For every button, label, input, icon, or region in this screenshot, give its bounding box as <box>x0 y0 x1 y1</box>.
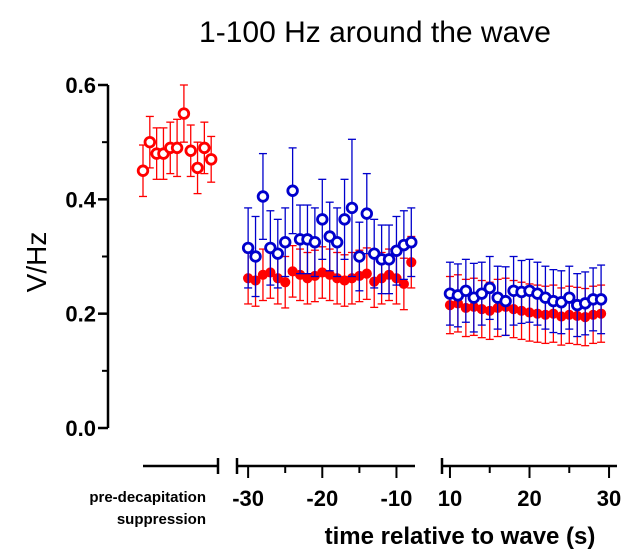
data-point <box>360 207 373 220</box>
chart-title: 1-100 Hz around the wave <box>199 16 551 49</box>
data-point <box>280 277 291 288</box>
data-point <box>361 268 372 279</box>
x-tick-label: -20 <box>306 486 338 511</box>
data-point <box>499 294 512 308</box>
series-blue-open-circle <box>241 138 418 298</box>
data-point <box>316 213 329 226</box>
data-point <box>345 201 359 215</box>
x-tick-label: 20 <box>517 486 541 511</box>
data-point <box>330 236 344 249</box>
data-point <box>382 253 396 266</box>
segment-label: pre-decapitation <box>89 489 206 506</box>
y-tick-label: 0.0 <box>65 416 96 441</box>
data-point <box>594 293 608 306</box>
data-marks <box>136 84 608 347</box>
data-point <box>279 236 292 249</box>
data-point <box>398 278 409 290</box>
data-point <box>338 213 351 226</box>
segment-label: suppression <box>117 511 206 528</box>
y-tick-label: 0.4 <box>65 187 96 212</box>
y-tick-label: 0.6 <box>65 73 96 98</box>
data-point <box>249 250 262 263</box>
data-point <box>177 107 191 120</box>
data-point <box>204 153 218 166</box>
data-point <box>241 241 255 255</box>
series-red-open-circle <box>136 84 218 198</box>
data-point <box>271 247 284 260</box>
y-axis-label: V/Hz <box>21 232 52 293</box>
data-point <box>475 287 488 300</box>
axes: 0.0 0.2 0.4 0.6 pre-decapitation suppression -… <box>65 73 621 528</box>
data-point <box>563 291 576 304</box>
x-tick-label: 10 <box>438 486 462 511</box>
x-axis-label: time relative to wave (s) <box>325 523 596 550</box>
data-point <box>184 144 197 157</box>
data-point <box>191 161 204 175</box>
data-point <box>143 135 157 149</box>
y-tick-label: 0.2 <box>65 302 96 327</box>
data-point <box>308 236 322 249</box>
data-point <box>459 284 473 298</box>
data-point <box>256 190 270 203</box>
data-point <box>286 184 299 197</box>
x-tick-label: -10 <box>381 486 413 511</box>
x-tick-label: 30 <box>597 486 621 511</box>
x-tick-label: -30 <box>232 486 264 511</box>
data-point <box>483 281 496 295</box>
data-point <box>198 141 211 155</box>
data-point <box>405 236 418 249</box>
data-point <box>136 164 150 177</box>
data-point <box>170 141 184 155</box>
data-point <box>353 250 366 263</box>
series-blue-open-circle <box>443 255 608 338</box>
